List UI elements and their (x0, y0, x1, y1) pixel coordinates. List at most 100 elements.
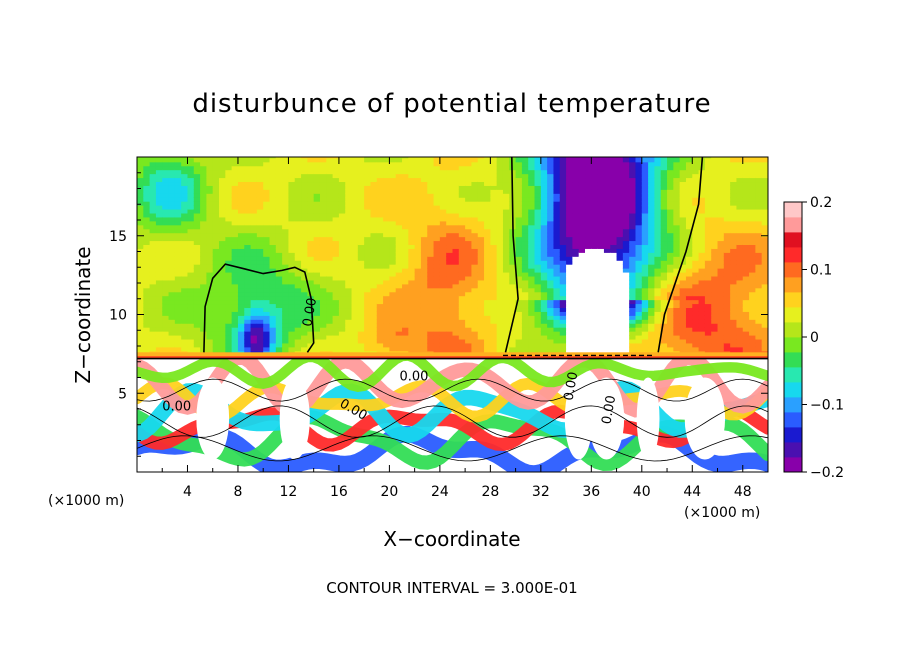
field-cell (155, 342, 163, 348)
field-cell (547, 240, 555, 246)
field-cell (137, 157, 144, 159)
field-cell (319, 197, 327, 202)
field-cell (187, 232, 195, 238)
field-cell (155, 236, 163, 242)
field-cell (414, 220, 422, 226)
field-cell (357, 295, 365, 301)
field-cell (540, 173, 548, 179)
field-cell (446, 279, 454, 285)
field-cell (181, 181, 189, 186)
field-cell (585, 279, 592, 285)
field-cell (263, 177, 271, 183)
field-cell (187, 271, 195, 277)
field-cell (174, 169, 182, 175)
field-cell (439, 275, 447, 281)
field-cell (155, 244, 163, 249)
field-cell (610, 346, 618, 352)
field-cell (496, 275, 504, 281)
field-cell (711, 248, 719, 253)
field-cell (591, 193, 599, 198)
field-cell (301, 268, 308, 273)
field-cell (326, 299, 334, 305)
field-cell (490, 181, 498, 186)
field-cell (326, 157, 334, 159)
field-cell (521, 319, 529, 324)
field-cell (206, 338, 214, 344)
field-cell (578, 208, 586, 214)
field-cell (427, 295, 435, 301)
field-cell (282, 299, 290, 305)
field-cell (641, 185, 649, 190)
field-cell (610, 271, 618, 277)
field-cell (168, 311, 176, 316)
field-cell (313, 185, 321, 190)
field-cell (704, 208, 712, 214)
field-cell (149, 165, 157, 171)
field-cell (723, 224, 731, 230)
field-cell (502, 291, 510, 297)
field-cell (269, 173, 277, 179)
field-cell (345, 287, 353, 293)
field-cell (629, 307, 637, 312)
field-cell (521, 327, 529, 332)
field-cell (597, 279, 605, 285)
field-cell (187, 252, 195, 257)
field-cell (654, 334, 662, 340)
field-cell (465, 236, 473, 242)
field-cell (515, 327, 523, 332)
field-cell (256, 244, 264, 249)
field-cell (364, 205, 372, 210)
field-cell (515, 303, 523, 309)
field-cell (723, 342, 731, 348)
field-cell (433, 299, 441, 305)
field-cell (187, 173, 195, 179)
field-cell (439, 224, 447, 230)
field-cell (692, 169, 700, 175)
field-cell (231, 268, 239, 273)
field-cell (465, 299, 473, 305)
field-cell (490, 346, 498, 352)
field-cell (515, 208, 523, 214)
field-cell (206, 268, 214, 273)
field-cell (219, 319, 226, 324)
field-cell (578, 271, 586, 277)
field-cell (162, 157, 170, 159)
field-cell (502, 185, 510, 190)
field-cell (168, 169, 176, 175)
field-cell (414, 157, 422, 159)
field-cell (591, 346, 599, 352)
field-cell (408, 256, 416, 261)
field-cell (143, 327, 151, 332)
field-cell (446, 248, 454, 253)
field-cell (275, 303, 283, 309)
field-cell (566, 208, 573, 214)
field-cell (256, 295, 264, 301)
field-cell (496, 342, 504, 348)
field-cell (168, 236, 176, 242)
field-cell (648, 193, 656, 198)
field-cell (635, 208, 643, 214)
field-cell (288, 232, 296, 238)
field-cell (206, 157, 214, 163)
field-cell (326, 240, 334, 246)
field-cell (667, 244, 674, 249)
field-cell (338, 307, 346, 312)
field-cell (585, 224, 592, 230)
field-cell (559, 291, 567, 297)
field-cell (275, 157, 283, 159)
field-cell (376, 334, 384, 340)
field-cell (610, 177, 618, 183)
field-cell (540, 216, 548, 222)
field-cell (484, 299, 491, 305)
field-cell (679, 283, 687, 289)
field-cell (622, 169, 630, 175)
field-cell (294, 311, 302, 316)
field-cell (244, 299, 252, 305)
field-cell (496, 181, 504, 186)
field-cell (679, 216, 687, 222)
field-cell (162, 193, 170, 198)
field-cell (345, 216, 353, 222)
field-cell (496, 323, 504, 328)
field-cell (414, 327, 422, 332)
field-cell (212, 275, 220, 281)
